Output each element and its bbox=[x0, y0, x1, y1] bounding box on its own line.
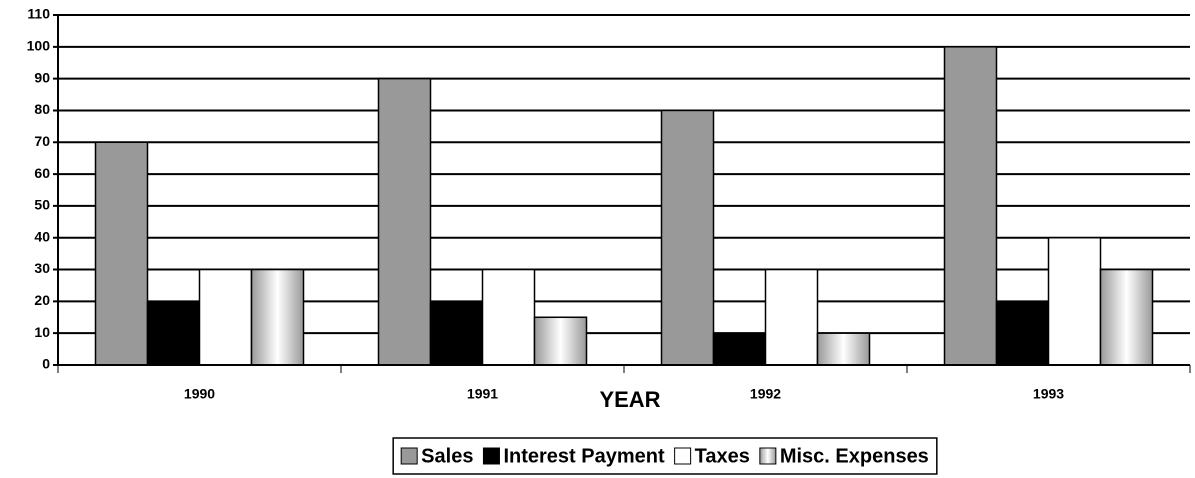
x-tick-label: 1992 bbox=[750, 386, 781, 402]
y-tick-label: 30 bbox=[34, 260, 50, 276]
legend-swatch bbox=[674, 447, 692, 465]
x-axis-label: YEAR bbox=[599, 387, 660, 412]
legend-swatch bbox=[482, 447, 500, 465]
bar bbox=[816, 332, 871, 366]
bar bbox=[250, 268, 305, 366]
y-tick-label: 110 bbox=[27, 6, 50, 22]
legend-label: Sales bbox=[421, 445, 473, 467]
y-tick-label: 80 bbox=[34, 101, 50, 117]
y-tick-label: 70 bbox=[34, 133, 50, 149]
bar bbox=[1047, 236, 1102, 366]
bar bbox=[943, 46, 998, 366]
bar bbox=[995, 300, 1050, 366]
bar bbox=[1099, 268, 1154, 366]
legend-swatch bbox=[759, 447, 777, 465]
y-tick-label: 100 bbox=[27, 38, 51, 54]
bar bbox=[198, 268, 253, 366]
y-tick-label: 90 bbox=[34, 69, 50, 85]
bar bbox=[481, 268, 536, 366]
legend-label: Taxes bbox=[695, 445, 750, 467]
bar bbox=[660, 109, 715, 366]
bar bbox=[94, 141, 149, 366]
y-tick-label: 60 bbox=[34, 165, 50, 181]
legend-label: Misc. Expenses bbox=[780, 445, 929, 467]
x-tick-label: 1990 bbox=[184, 386, 215, 402]
x-tick-label: 1993 bbox=[1033, 386, 1064, 402]
y-tick-label: 0 bbox=[42, 356, 50, 372]
bar bbox=[429, 300, 484, 366]
bar bbox=[377, 77, 432, 366]
bar bbox=[712, 332, 767, 366]
y-tick-label: 10 bbox=[34, 324, 50, 340]
bar bbox=[146, 300, 201, 366]
legend-swatch bbox=[400, 447, 418, 465]
x-tick-label: 1991 bbox=[467, 386, 498, 402]
bar bbox=[533, 316, 588, 366]
y-tick-label: 20 bbox=[34, 292, 50, 308]
bar bbox=[764, 268, 819, 366]
y-tick-label: 40 bbox=[34, 228, 50, 244]
legend-label: Interest Payment bbox=[503, 445, 665, 467]
y-tick-label: 50 bbox=[34, 197, 50, 213]
